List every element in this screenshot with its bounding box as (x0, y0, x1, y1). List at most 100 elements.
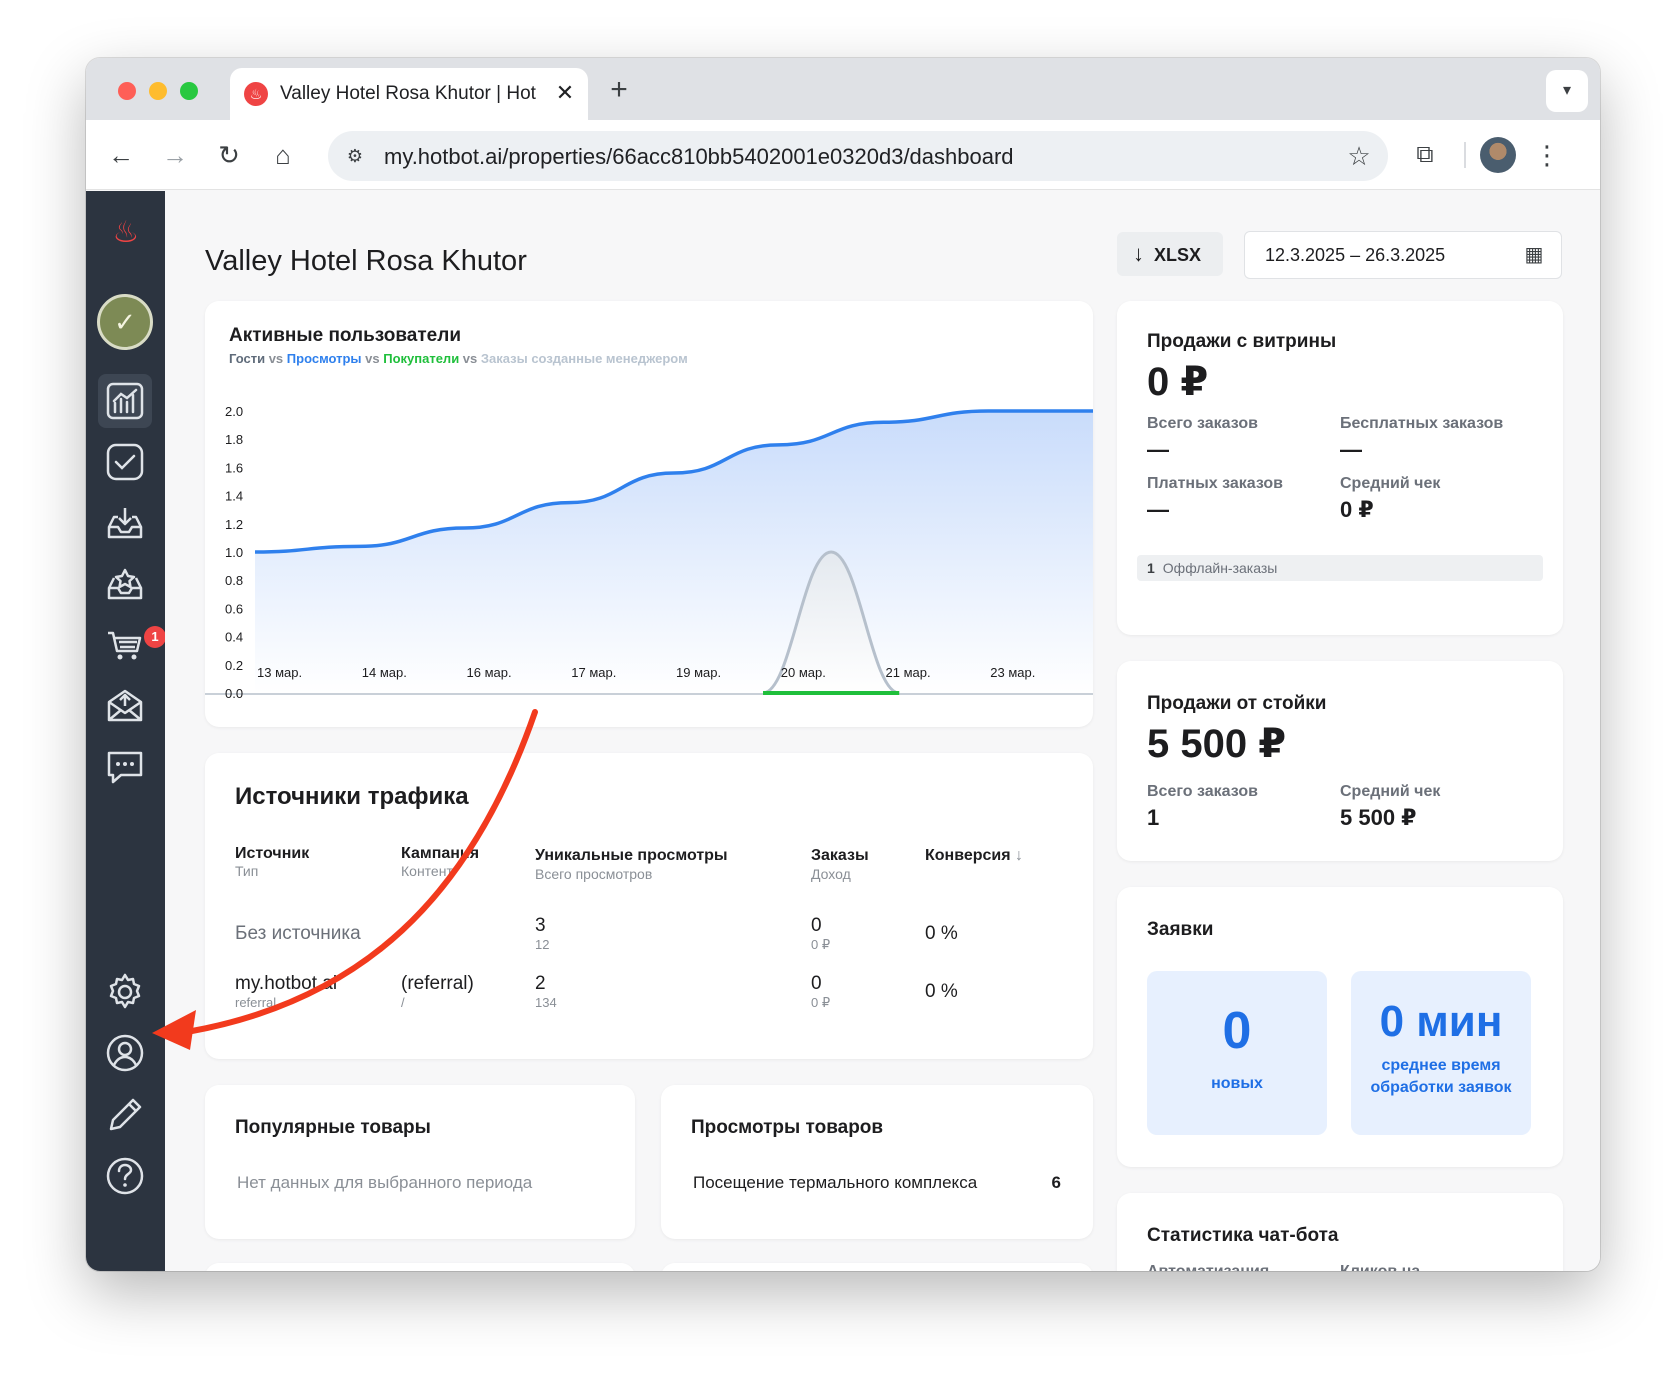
close-tab-icon[interactable]: ✕ (555, 80, 575, 105)
hotbot-favicon-icon: ♨ (244, 82, 268, 106)
processing-time-label-2: обработки заявок (1370, 1079, 1512, 1096)
tasks-icon[interactable] (98, 435, 152, 489)
active-users-chart-card: 2.0 1.8 1.6 1.4 1.2 1.0 0.8 0.6 0.4 0.2 0.0 13 мар.… (205, 301, 1093, 727)
row-content: / (401, 995, 405, 1010)
col-orders[interactable]: Заказы (811, 847, 869, 864)
counter-sales-card: Продажи от стойки 5 500 ₽ Всего заказов … (1117, 661, 1563, 861)
extensions-icon[interactable]: ⧉ (1416, 141, 1434, 168)
col-source-sub: Тип (235, 863, 259, 879)
inbox-icon[interactable] (98, 496, 152, 550)
url-text[interactable]: my.hotbot.ai/properties/66acc810bb540200… (384, 144, 1014, 169)
product-views-item[interactable]: Посещение термального комплекса (693, 1173, 978, 1192)
guests-area (763, 552, 900, 693)
maximize-window-button[interactable] (180, 82, 198, 100)
processing-time-label-1: среднее время (1381, 1057, 1501, 1074)
sort-desc-icon[interactable]: ↓ (1015, 847, 1024, 864)
new-requests-tile[interactable]: 0 новых (1147, 971, 1327, 1135)
popular-empty-text: Нет данных для выбранного периода (237, 1173, 533, 1192)
chart-legend: Гости vs Просмотры vs Покупатели vs Зака… (229, 351, 688, 366)
y-tick-label: 0.6 (225, 601, 243, 616)
counter-avg-check: 5 500 ₽ (1340, 805, 1417, 830)
offline-orders-bar[interactable]: 1 Оффлайн-заказы (1137, 555, 1543, 581)
vitrine-free-orders: — (1340, 437, 1362, 462)
views-series-line (254, 409, 1093, 554)
settings-icon[interactable] (98, 965, 152, 1019)
tab-strip: ♨ Valley Hotel Rosa Khutor | Hotbot ✕ + … (86, 58, 1600, 120)
reviews-icon[interactable] (98, 557, 152, 611)
chat-icon[interactable] (98, 740, 152, 794)
x-tick-label: 19 мар. (676, 665, 721, 680)
export-xlsx-button[interactable]: ↓ XLSX (1117, 232, 1223, 276)
legend-entry: Покупатели (383, 351, 460, 366)
col-unique-views[interactable]: Уникальные просмотры (535, 847, 728, 864)
chatbot-col-clicks: Кликов на (1340, 1263, 1420, 1271)
row-source: my.hotbot.ai (235, 973, 338, 994)
help-icon[interactable] (98, 1149, 152, 1203)
vitrine-total: 0 ₽ (1147, 360, 1209, 404)
processing-time-tile[interactable]: 0 мин среднее время обработки заявок (1351, 971, 1531, 1135)
profile-icon[interactable] (98, 1026, 152, 1080)
y-tick-label: 1.4 (225, 489, 243, 504)
y-tick-label: 1.0 (225, 545, 243, 560)
col-orders-sub: Доход (811, 866, 851, 882)
calendar-icon[interactable]: ▦ (1524, 244, 1544, 266)
row-orders: 0 (811, 973, 822, 994)
counter-avg-check-label: Средний чек (1340, 783, 1441, 800)
x-tick-label: 16 мар. (467, 665, 512, 680)
row-revenue: 0 ₽ (811, 937, 831, 952)
back-icon[interactable]: ← (108, 140, 134, 170)
col-conversion[interactable]: Конверсия ↓ (925, 847, 1023, 865)
new-tab-button[interactable]: + (610, 73, 628, 106)
bookmark-star-icon[interactable]: ☆ (1347, 141, 1371, 171)
reviews-icon-glyph (107, 568, 143, 600)
row-conversion: 0 % (925, 923, 958, 944)
y-tick-label: 1.6 (225, 460, 243, 475)
counter-total-orders: 1 (1147, 805, 1160, 830)
home-icon[interactable]: ⌂ (275, 140, 291, 170)
chatbot-col-automation: Автоматизация (1147, 1263, 1269, 1271)
views-area (255, 411, 1093, 693)
y-tick-label: 1.2 (225, 517, 243, 532)
legend-separator: vs (265, 351, 287, 366)
vitrine-paid-orders: — (1147, 497, 1169, 522)
forward-icon[interactable]: → (162, 140, 188, 170)
vitrine-sales-card: Продажи с витрины 0 ₽ Всего заказов — Бе… (1117, 301, 1563, 635)
vitrine-total-orders-label: Всего заказов (1147, 415, 1258, 432)
reload-icon[interactable]: ↻ (218, 140, 240, 170)
minimize-window-button[interactable] (149, 82, 167, 100)
browser-tab[interactable]: ♨ Valley Hotel Rosa Khutor | Hotbot ✕ (230, 68, 588, 120)
close-window-button[interactable] (118, 82, 136, 100)
x-tick-label: 21 мар. (886, 665, 931, 680)
product-views-count: 6 (1051, 1173, 1061, 1192)
more-menu-icon[interactable]: ⋮ (1534, 140, 1560, 170)
row-total: 12 (535, 937, 550, 952)
mailing-icon[interactable] (98, 679, 152, 733)
edit-icon[interactable] (98, 1088, 152, 1142)
product-views-card: Просмотры товаров Посещение термального … (661, 1085, 1093, 1239)
browser-toolbar: ← → ↻ ⌂ ⚙ my.hotbot.ai/properties/66acc8… (86, 120, 1600, 190)
date-range-picker[interactable]: 12.3.2025 – 26.3.2025 ▦ (1244, 231, 1562, 279)
site-settings-icon[interactable]: ⚙ (346, 146, 364, 166)
vitrine-title: Продажи с витрины (1147, 331, 1337, 352)
col-campaign[interactable]: Кампания (401, 845, 480, 862)
x-tick-label: 20 мар. (781, 665, 826, 680)
row-unique: 2 (535, 973, 546, 994)
profile-icon-glyph (106, 1034, 144, 1072)
hotbot-logo-icon[interactable]: ♨ (112, 216, 140, 249)
row-source: Без источника (235, 923, 361, 944)
property-avatar[interactable]: ✓ (97, 294, 153, 350)
analytics-icon[interactable] (98, 374, 152, 428)
inbox-icon-glyph (107, 508, 143, 539)
cart-icon[interactable]: 1 (98, 618, 166, 672)
date-range-text: 12.3.2025 – 26.3.2025 (1265, 245, 1446, 265)
profile-avatar[interactable] (1480, 137, 1516, 173)
requests-title: Заявки (1147, 919, 1214, 940)
col-source[interactable]: Источник (235, 845, 310, 862)
cart-badge: 1 (144, 626, 166, 648)
toolbar-divider (1464, 142, 1466, 168)
new-requests-label: новых (1211, 1075, 1263, 1092)
tab-search-icon[interactable]: ▾ (1546, 70, 1588, 112)
y-tick-label: 0.2 (225, 658, 243, 673)
popular-title: Популярные товары (235, 1117, 431, 1138)
address-bar[interactable]: ⚙ my.hotbot.ai/properties/66acc810bb5402… (328, 131, 1388, 181)
